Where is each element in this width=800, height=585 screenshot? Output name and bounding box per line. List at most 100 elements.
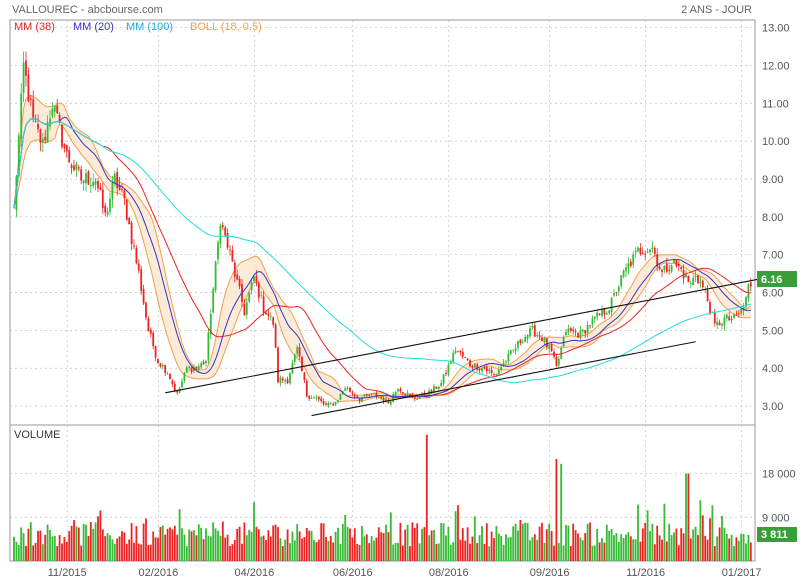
candle: [473, 362, 476, 368]
candle-body: [730, 319, 733, 320]
candle: [649, 248, 651, 256]
candle: [670, 264, 673, 274]
volume-bar: [164, 534, 167, 561]
candle-body: [313, 397, 315, 399]
candle-body: [507, 353, 510, 362]
volume-bar: [284, 539, 287, 561]
candle-body: [253, 276, 255, 282]
volume-bar: [617, 541, 620, 561]
volume-bar: [454, 511, 457, 561]
candle: [73, 159, 75, 172]
volume-bar: [301, 538, 303, 561]
volume-bar: [183, 534, 186, 561]
candle: [322, 398, 325, 407]
volume-bar: [586, 523, 589, 561]
volume-bar: [104, 536, 107, 561]
candle: [25, 51, 27, 87]
candle-body: [572, 329, 575, 332]
candle: [557, 355, 560, 368]
candle: [267, 308, 270, 321]
volume-bar: [572, 523, 575, 561]
candle-body: [147, 318, 150, 332]
volume-bar: [721, 515, 723, 561]
volume-bar: [269, 536, 272, 561]
price-tick-label: 5.00: [762, 325, 783, 337]
candle-body: [262, 296, 265, 313]
volume-bar: [493, 538, 495, 561]
candle-body: [464, 356, 467, 358]
candle: [344, 386, 347, 392]
volume-bar: [704, 535, 707, 561]
candle-body: [641, 252, 644, 255]
volume-bar: [51, 536, 54, 561]
candle: [104, 202, 107, 217]
candle-body: [106, 211, 109, 215]
candle-body: [680, 266, 683, 269]
candle-body: [152, 332, 155, 347]
volume-bar: [77, 527, 80, 561]
candle: [541, 334, 543, 342]
volume-bar: [123, 532, 126, 561]
volume-bar: [680, 528, 683, 561]
volume-bar: [310, 531, 313, 561]
candle-body: [490, 369, 493, 373]
volume-bar: [469, 543, 471, 561]
volume-bar: [555, 459, 558, 561]
volume-bar: [569, 546, 572, 561]
candle-body: [557, 359, 560, 366]
candle: [221, 222, 224, 231]
candle: [296, 344, 299, 358]
candle: [149, 327, 152, 338]
volume-bar: [651, 523, 654, 561]
volume-bar: [22, 533, 25, 561]
candle: [490, 366, 493, 376]
candle: [325, 401, 327, 406]
candle-body: [260, 294, 263, 296]
volume-bar: [502, 544, 505, 561]
volume-bar: [327, 540, 330, 561]
candle: [668, 264, 671, 275]
candle-body: [104, 205, 107, 213]
volume-bar: [56, 546, 59, 561]
candle: [147, 316, 150, 332]
volume-bar: [80, 545, 83, 561]
candle-body: [329, 403, 332, 404]
volume-bar: [185, 546, 188, 561]
candle-body: [533, 325, 536, 337]
volume-bar: [603, 542, 606, 561]
candle: [183, 371, 186, 384]
candle: [286, 376, 289, 385]
volume-bar: [641, 528, 644, 561]
candle: [536, 331, 539, 339]
candle: [310, 395, 313, 400]
candle: [65, 144, 68, 158]
candle: [397, 388, 399, 394]
candle: [579, 326, 582, 341]
candle: [433, 383, 435, 396]
volume-bar: [63, 537, 66, 561]
candle: [531, 323, 534, 330]
volume-bar: [58, 535, 61, 561]
candle: [20, 83, 23, 148]
candle-body: [238, 278, 241, 287]
volume-bar: [377, 527, 380, 561]
volume-bar: [473, 516, 476, 561]
candle-body: [466, 358, 469, 361]
volume-bar: [653, 544, 656, 561]
volume-bar: [224, 537, 227, 561]
candle-body: [368, 394, 371, 396]
volume-bar: [682, 533, 685, 561]
candle-body: [601, 309, 603, 317]
candle: [49, 110, 51, 131]
volume-bar: [34, 542, 37, 561]
candle-body: [17, 135, 20, 177]
volume-bar: [593, 545, 596, 561]
candle-body: [334, 401, 337, 405]
last-volume-tag: 3 811: [757, 527, 797, 542]
candle-body: [634, 250, 637, 253]
volume-bar: [353, 528, 356, 561]
candle: [94, 178, 97, 191]
volume-bar: [610, 528, 613, 561]
candle: [745, 295, 747, 312]
volume-bar: [483, 543, 486, 561]
